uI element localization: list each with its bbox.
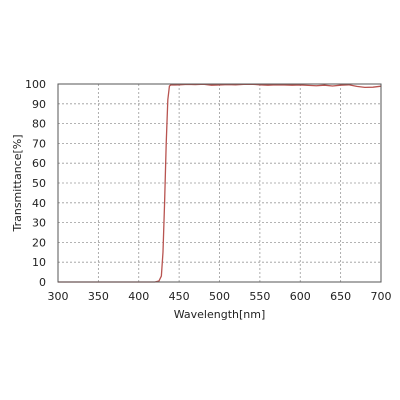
x-tick-label: 300	[48, 290, 69, 303]
x-tick-label: 500	[209, 290, 230, 303]
y-tick-label: 60	[32, 157, 46, 170]
x-tick-label: 700	[371, 290, 392, 303]
series-line	[58, 83, 382, 283]
x-axis-label: Wavelength[nm]	[174, 308, 266, 321]
x-tick-label: 600	[290, 290, 311, 303]
y-tick-label: 0	[39, 276, 46, 289]
x-tick-label: 400	[128, 290, 149, 303]
x-tick-label: 650	[330, 290, 351, 303]
y-tick-label: 30	[32, 217, 46, 230]
y-tick-label: 90	[32, 98, 46, 111]
y-tick-label: 70	[32, 137, 46, 150]
y-tick-label: 80	[32, 118, 46, 131]
plot-area	[58, 83, 382, 283]
y-axis-ticks: 0 10 20 30 40 50 60 70 80 90 100	[25, 78, 46, 289]
x-tick-label: 350	[88, 290, 109, 303]
plot-frame	[57, 83, 382, 283]
y-tick-label: 50	[32, 177, 46, 190]
y-tick-label: 100	[25, 78, 46, 91]
y-axis-label: Transmittance[%]	[11, 134, 24, 232]
y-tick-label: 20	[32, 236, 46, 249]
x-tick-label: 450	[169, 290, 190, 303]
x-axis-ticks: 300 350 400 450 500 550 600 650 700	[48, 290, 392, 303]
x-tick-label: 550	[249, 290, 270, 303]
y-tick-label: 40	[32, 197, 46, 210]
y-tick-label: 10	[32, 256, 46, 269]
grid	[58, 84, 381, 282]
